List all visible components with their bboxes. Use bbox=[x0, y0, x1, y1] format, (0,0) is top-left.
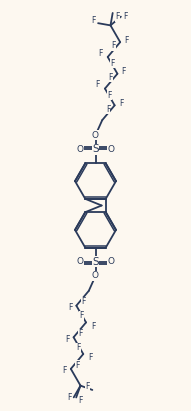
Text: F: F bbox=[108, 73, 113, 82]
Text: F: F bbox=[123, 12, 128, 21]
Text: O: O bbox=[108, 145, 115, 154]
Text: F: F bbox=[62, 366, 67, 375]
Text: F: F bbox=[88, 353, 93, 362]
Text: O: O bbox=[92, 131, 99, 140]
Text: F: F bbox=[68, 303, 72, 312]
Text: F: F bbox=[79, 311, 84, 320]
Text: F: F bbox=[110, 59, 114, 68]
Text: F: F bbox=[98, 49, 103, 58]
Text: F: F bbox=[106, 104, 110, 113]
Text: F: F bbox=[111, 42, 116, 51]
Text: O: O bbox=[108, 257, 115, 266]
Text: S: S bbox=[92, 257, 99, 267]
Text: F: F bbox=[124, 36, 129, 45]
Text: S: S bbox=[92, 144, 99, 154]
Text: O: O bbox=[76, 257, 83, 266]
Text: F: F bbox=[121, 67, 126, 76]
Text: F: F bbox=[75, 360, 80, 369]
Text: F: F bbox=[91, 322, 96, 331]
Text: F: F bbox=[91, 16, 96, 25]
Text: F: F bbox=[115, 12, 119, 21]
Text: F: F bbox=[95, 80, 100, 89]
Text: F: F bbox=[79, 396, 83, 405]
Text: F: F bbox=[81, 298, 85, 307]
Text: F: F bbox=[67, 393, 71, 402]
Text: O: O bbox=[92, 271, 99, 280]
Text: F: F bbox=[77, 343, 81, 352]
Text: F: F bbox=[107, 91, 112, 100]
Text: F: F bbox=[86, 382, 90, 391]
Text: F: F bbox=[78, 329, 83, 338]
Text: F: F bbox=[65, 335, 70, 344]
Text: F: F bbox=[119, 99, 123, 108]
Text: O: O bbox=[76, 145, 83, 154]
